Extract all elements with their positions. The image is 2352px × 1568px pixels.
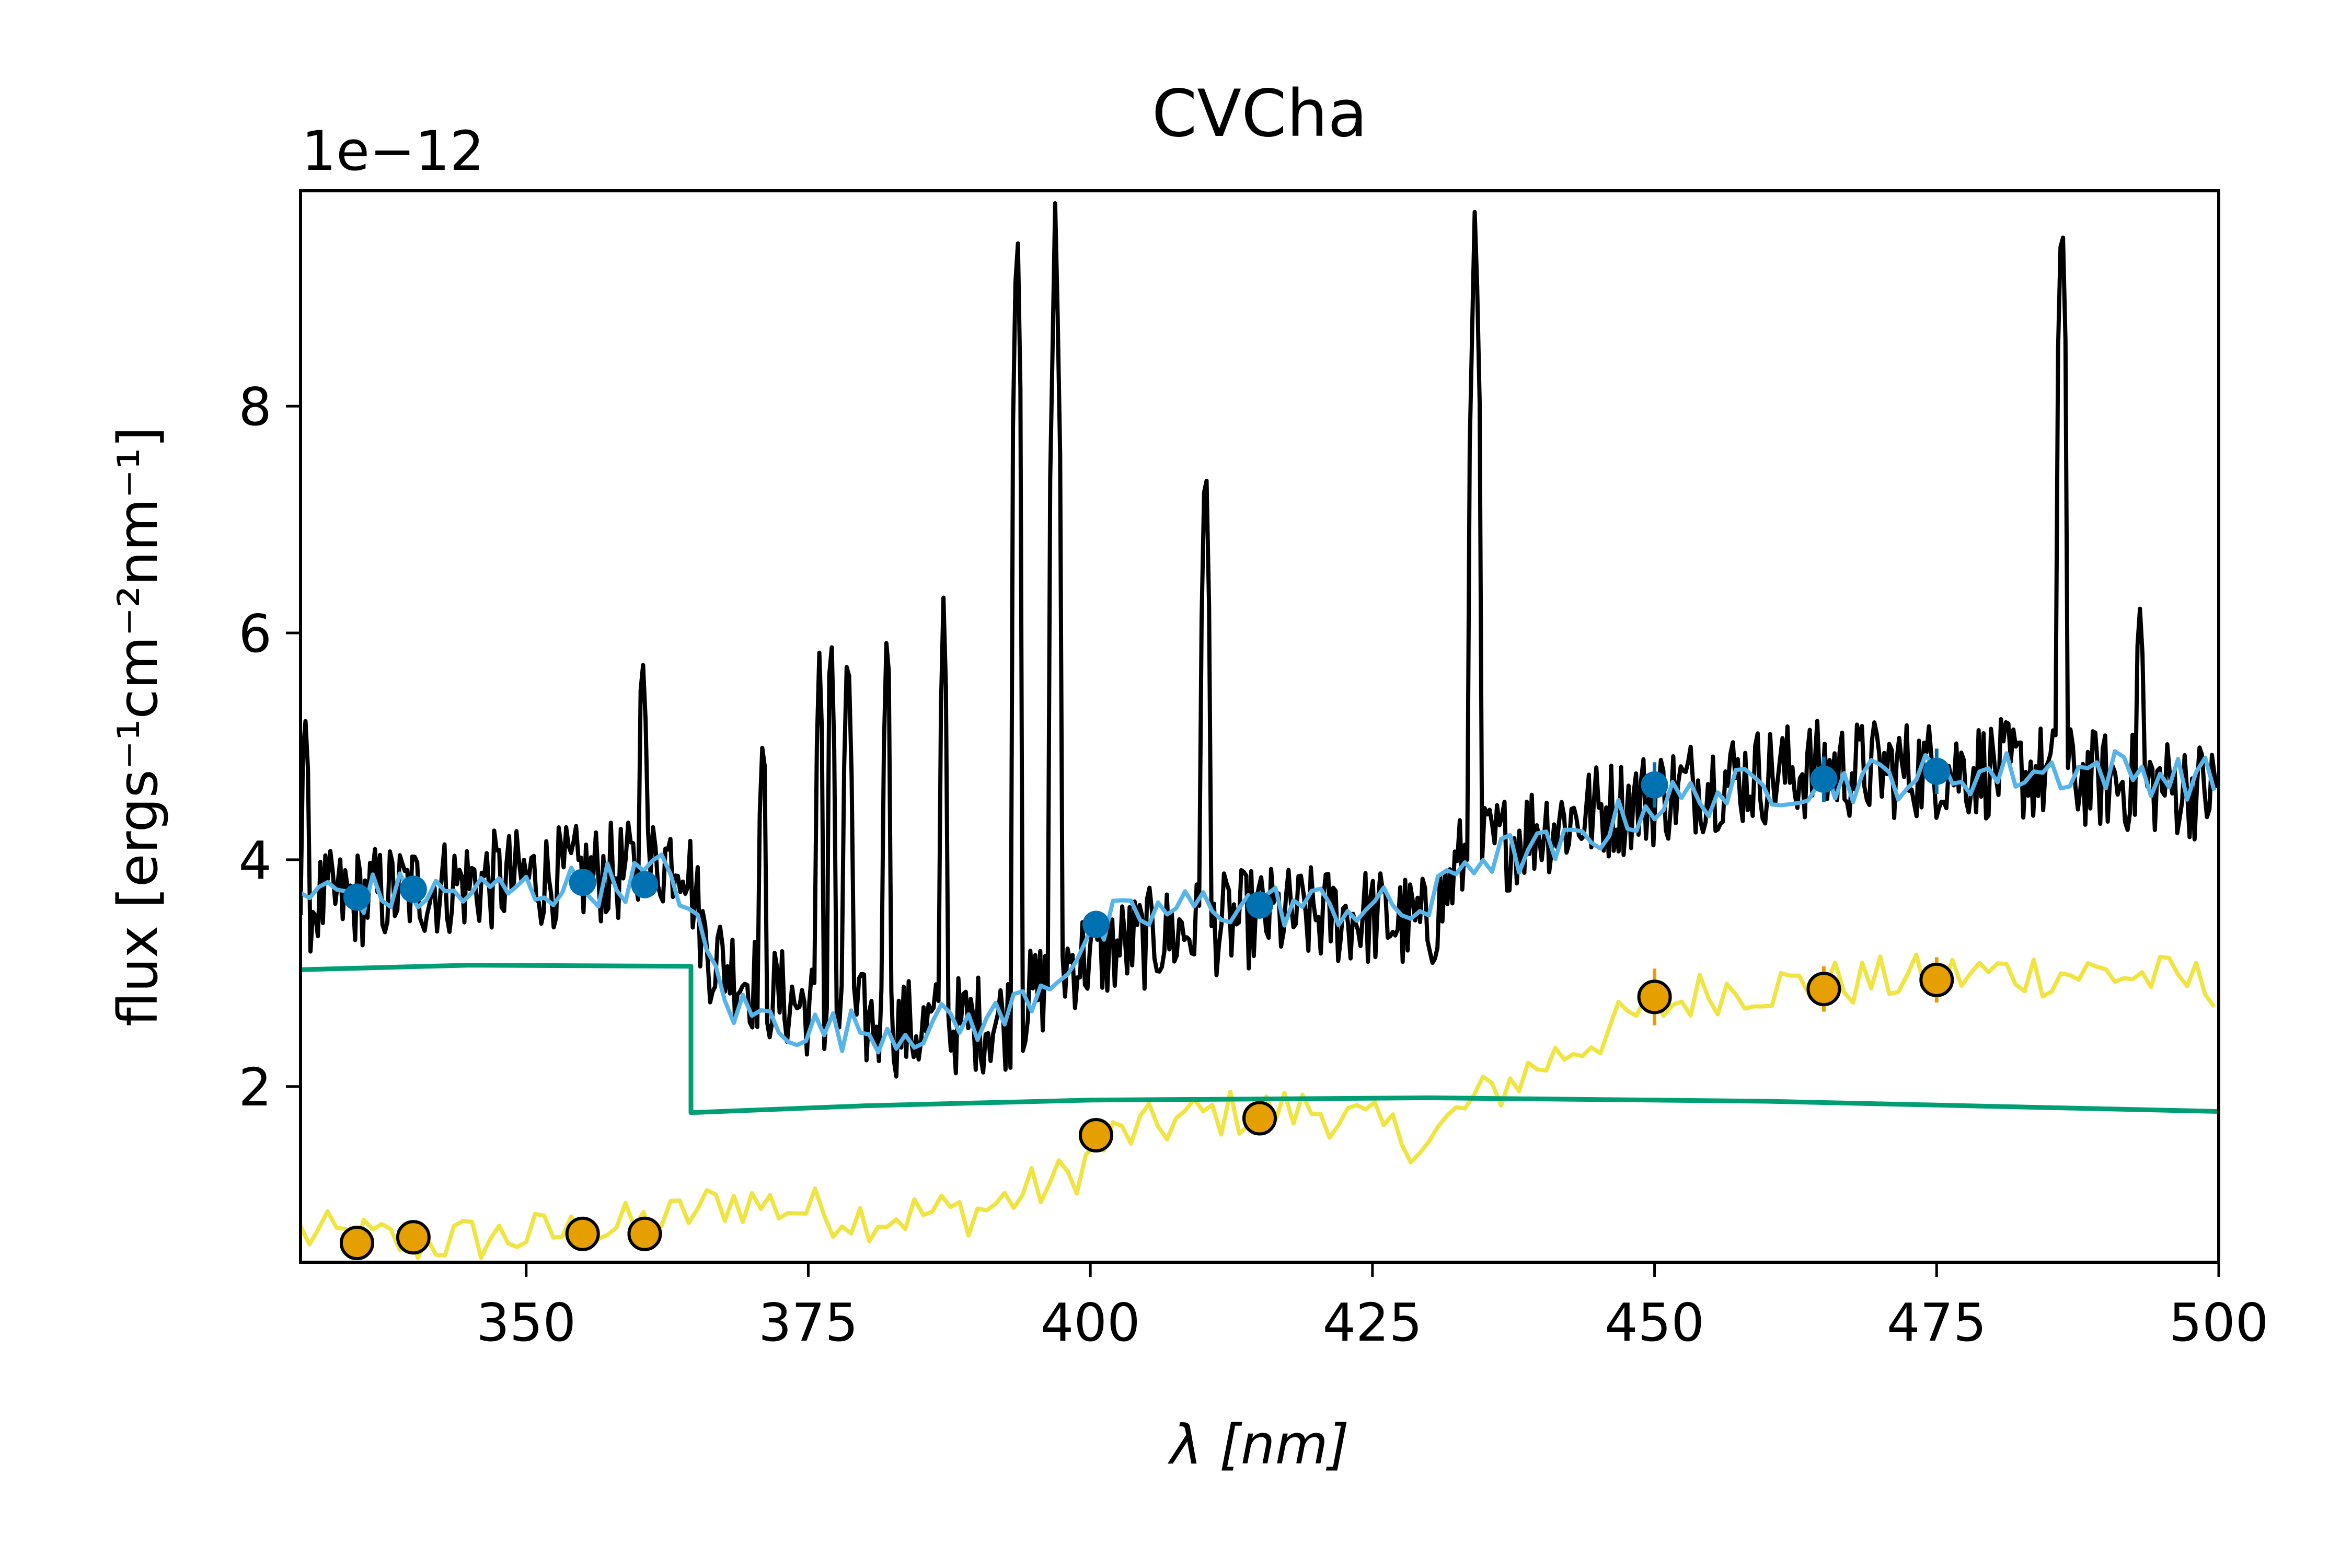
x-axis-label: λ [nm]: [1168, 1413, 1350, 1477]
data-point-photometry-total: [569, 869, 596, 896]
x-tick-label: 475: [1887, 1292, 1987, 1353]
data-point-photometry-component: [627, 1216, 662, 1251]
data-point-photometry-component: [339, 1226, 374, 1261]
plot-frame: [299, 189, 2220, 1264]
data-point-photometry-total: [1082, 910, 1110, 938]
data-point-photometry-total: [631, 871, 659, 898]
series-line-continuum: [301, 963, 2219, 1115]
data-point-photometry-total: [399, 875, 427, 903]
x-tick-label: 425: [1322, 1292, 1422, 1353]
x-tick-label: 375: [758, 1292, 858, 1353]
data-point-photometry-component: [1637, 979, 1672, 1014]
chart-title: CVCha: [1152, 76, 1368, 152]
series-line-observed-spectrum: [301, 201, 2219, 1079]
y-offset-text: 1e−12: [302, 119, 485, 183]
y-tick-label: 8: [238, 376, 272, 437]
data-point-photometry-component: [565, 1216, 600, 1251]
data-point-photometry-total: [1923, 757, 1951, 785]
data-point-photometry-total: [1641, 771, 1668, 799]
x-tick-label: 350: [476, 1292, 576, 1353]
y-tick-label: 2: [238, 1057, 272, 1118]
data-point-photometry-component: [1919, 962, 1954, 997]
data-point-photometry-component: [396, 1220, 431, 1255]
data-point-photometry-total: [1246, 891, 1273, 919]
y-tick-label: 4: [238, 830, 272, 891]
y-tick-label: 6: [238, 603, 272, 664]
x-axis: 350 375 400 425 450 475 500: [476, 1262, 2268, 1353]
points-layer: [339, 748, 1954, 1261]
data-point-photometry-component: [1078, 1118, 1113, 1153]
x-tick-label: 400: [1041, 1292, 1140, 1353]
x-tick-label: 450: [1605, 1292, 1704, 1353]
data-point-photometry-total: [1810, 765, 1838, 793]
data-point-photometry-component: [1242, 1101, 1277, 1136]
data-point-photometry-component: [1806, 972, 1841, 1007]
x-tick-label: 500: [2169, 1292, 2269, 1353]
data-point-photometry-total: [343, 883, 371, 911]
y-axis-label: flux [ergs⁻¹cm⁻²nm⁻¹]: [106, 426, 170, 1027]
y-axis: 2 4 6 8: [238, 376, 301, 1118]
